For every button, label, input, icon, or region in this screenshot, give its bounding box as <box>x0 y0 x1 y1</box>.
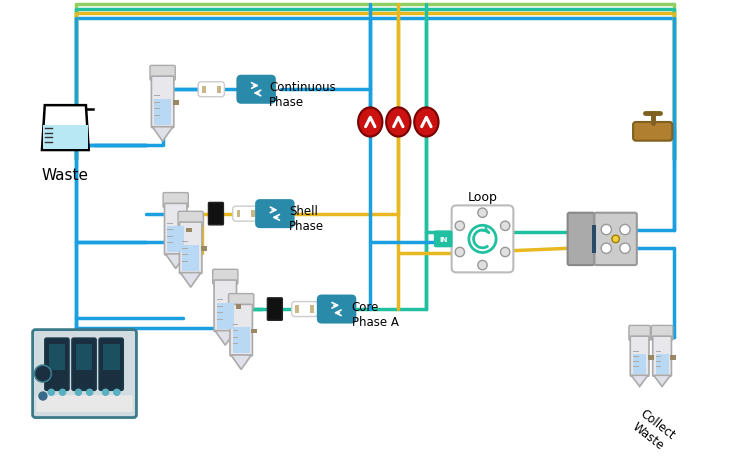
FancyBboxPatch shape <box>595 213 637 265</box>
Bar <box>168 227 184 253</box>
Bar <box>592 226 596 253</box>
FancyBboxPatch shape <box>150 66 175 81</box>
FancyBboxPatch shape <box>37 395 132 412</box>
Text: Collect
Waste: Collect Waste <box>628 406 677 453</box>
FancyBboxPatch shape <box>229 294 254 309</box>
Text: Loop: Loop <box>468 191 497 204</box>
Circle shape <box>48 389 55 396</box>
Polygon shape <box>215 331 236 346</box>
FancyBboxPatch shape <box>230 305 252 356</box>
Circle shape <box>86 389 94 396</box>
FancyBboxPatch shape <box>212 270 238 285</box>
FancyBboxPatch shape <box>292 302 318 317</box>
Bar <box>233 327 250 354</box>
FancyBboxPatch shape <box>178 212 203 227</box>
Bar <box>186 228 191 233</box>
FancyBboxPatch shape <box>434 231 453 248</box>
FancyBboxPatch shape <box>267 298 282 320</box>
Circle shape <box>620 225 630 235</box>
FancyBboxPatch shape <box>198 83 224 97</box>
FancyBboxPatch shape <box>237 77 275 103</box>
Bar <box>648 355 654 360</box>
Circle shape <box>455 248 465 257</box>
Text: Continuous
Phase: Continuous Phase <box>269 81 336 109</box>
FancyBboxPatch shape <box>163 193 188 208</box>
Polygon shape <box>153 128 173 142</box>
Bar <box>670 355 676 360</box>
Bar <box>633 354 646 375</box>
FancyBboxPatch shape <box>72 338 96 391</box>
Circle shape <box>500 222 510 231</box>
FancyBboxPatch shape <box>233 207 259 222</box>
Polygon shape <box>42 106 89 151</box>
Bar <box>217 86 221 94</box>
Bar <box>217 303 233 330</box>
Bar <box>201 247 206 252</box>
Text: Waste: Waste <box>42 168 89 183</box>
Text: Shell
Phase: Shell Phase <box>289 205 324 233</box>
Bar <box>295 306 299 313</box>
Bar <box>76 344 93 370</box>
FancyBboxPatch shape <box>214 280 236 332</box>
Bar <box>154 100 171 126</box>
Polygon shape <box>231 355 251 369</box>
Bar <box>49 344 65 370</box>
Text: Core
Phase A: Core Phase A <box>352 300 399 328</box>
Circle shape <box>102 389 109 396</box>
Circle shape <box>59 389 67 396</box>
Bar <box>251 210 255 218</box>
Bar <box>655 354 669 375</box>
Circle shape <box>500 248 510 257</box>
Ellipse shape <box>358 108 382 137</box>
Ellipse shape <box>386 108 411 137</box>
FancyBboxPatch shape <box>45 338 69 391</box>
Bar <box>102 344 120 370</box>
FancyBboxPatch shape <box>568 213 594 265</box>
Bar <box>251 329 257 334</box>
FancyBboxPatch shape <box>653 336 672 376</box>
FancyBboxPatch shape <box>256 201 293 228</box>
Bar <box>236 210 240 218</box>
FancyBboxPatch shape <box>180 223 202 274</box>
Bar <box>310 306 314 313</box>
Circle shape <box>601 225 611 235</box>
Circle shape <box>38 392 48 401</box>
FancyBboxPatch shape <box>99 338 123 391</box>
FancyBboxPatch shape <box>165 204 187 255</box>
Circle shape <box>455 222 465 231</box>
Polygon shape <box>631 375 648 386</box>
Bar <box>183 246 199 272</box>
FancyBboxPatch shape <box>33 330 136 418</box>
FancyBboxPatch shape <box>652 326 673 341</box>
Circle shape <box>601 244 611 254</box>
Text: IN: IN <box>439 236 447 242</box>
Polygon shape <box>165 254 186 269</box>
Bar <box>173 101 179 106</box>
FancyBboxPatch shape <box>209 203 224 225</box>
Bar <box>202 86 206 94</box>
Circle shape <box>75 389 82 396</box>
Circle shape <box>620 244 630 254</box>
FancyBboxPatch shape <box>629 326 650 341</box>
FancyBboxPatch shape <box>633 123 672 141</box>
Circle shape <box>478 261 487 270</box>
Circle shape <box>612 235 619 243</box>
Circle shape <box>469 226 496 253</box>
Circle shape <box>34 365 52 382</box>
FancyBboxPatch shape <box>151 77 174 129</box>
FancyBboxPatch shape <box>452 206 513 273</box>
FancyBboxPatch shape <box>318 296 355 323</box>
Circle shape <box>113 389 120 396</box>
Polygon shape <box>180 273 201 288</box>
Bar <box>236 305 241 309</box>
Polygon shape <box>43 126 88 150</box>
Circle shape <box>478 208 487 218</box>
Ellipse shape <box>414 108 438 137</box>
FancyBboxPatch shape <box>631 336 649 376</box>
Polygon shape <box>654 375 670 386</box>
